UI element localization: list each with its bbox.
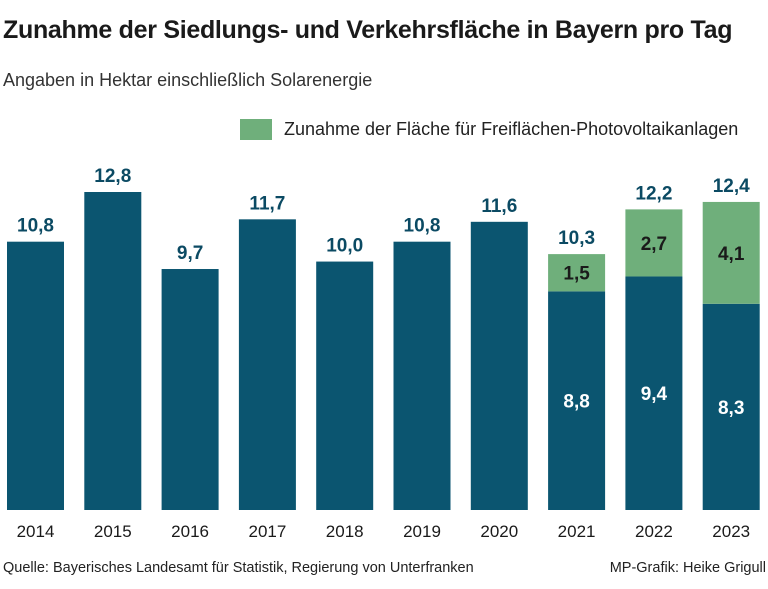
bar-2023-base bbox=[702, 303, 760, 510]
x-tick-label-2017: 2017 bbox=[248, 522, 286, 541]
x-tick-label-2022: 2022 bbox=[635, 522, 673, 541]
bar-2022-photovoltaik bbox=[625, 209, 683, 277]
solar-label-2022: 2,7 bbox=[641, 234, 667, 255]
total-label-2015: 12,8 bbox=[94, 166, 131, 187]
bar-2015-base bbox=[84, 192, 142, 510]
total-label-2023: 12,4 bbox=[713, 176, 750, 197]
bar-2020-base bbox=[470, 221, 528, 510]
total-label-2019: 10,8 bbox=[404, 216, 441, 237]
graphic-credit: MP-Grafik: Heike Grigull bbox=[609, 560, 766, 576]
total-label-2021: 10,3 bbox=[558, 228, 595, 249]
x-tick-label-2020: 2020 bbox=[480, 522, 518, 541]
bar-2014-base bbox=[7, 241, 64, 510]
x-tick-label-2016: 2016 bbox=[171, 522, 209, 541]
x-tick-label-2019: 2019 bbox=[403, 522, 441, 541]
legend-label-photovoltaik: Zunahme der Fläche für Freiflächen-Photo… bbox=[284, 119, 739, 139]
bar-2018-base bbox=[316, 261, 374, 510]
base-label-2022: 9,4 bbox=[641, 384, 668, 405]
legend: Zunahme der Fläche für Freiflächen-Photo… bbox=[240, 119, 738, 140]
total-label-2020: 11,6 bbox=[481, 196, 517, 217]
source-note: Quelle: Bayerisches Landesamt für Statis… bbox=[3, 560, 474, 576]
total-label-2016: 9,7 bbox=[177, 243, 203, 264]
base-label-2021: 8,8 bbox=[563, 392, 589, 413]
solar-label-2021: 1,5 bbox=[563, 264, 590, 285]
chart-subtitle: Angaben in Hektar einschließlich Solaren… bbox=[3, 70, 373, 90]
legend-swatch-photovoltaik bbox=[240, 119, 272, 140]
base-label-2023: 8,3 bbox=[718, 398, 744, 419]
bar-2021-photovoltaik bbox=[548, 254, 606, 292]
bar-2022-base bbox=[625, 276, 683, 510]
x-tick-label-2021: 2021 bbox=[558, 522, 596, 541]
total-label-2018: 10,0 bbox=[326, 236, 363, 257]
x-tick-label-2015: 2015 bbox=[94, 522, 132, 541]
bar-chart: 10,8 2014 12,8 2015 9,7 2016 11,7 2017 10,0 2018 1… bbox=[7, 166, 760, 541]
bar-2023-photovoltaik bbox=[702, 201, 760, 304]
total-label-2017: 11,7 bbox=[249, 193, 285, 214]
solar-label-2023: 4,1 bbox=[718, 244, 745, 265]
bar-2016-base bbox=[161, 269, 219, 510]
chart-title: Zunahme der Siedlungs- und Verkehrsfläch… bbox=[3, 16, 733, 44]
total-label-2022: 12,2 bbox=[635, 183, 672, 204]
bar-2021-base bbox=[548, 291, 606, 510]
x-tick-label-2023: 2023 bbox=[712, 522, 750, 541]
bar-2019-base bbox=[393, 241, 451, 510]
x-tick-label-2014: 2014 bbox=[17, 522, 55, 541]
total-label-2014: 10,8 bbox=[17, 216, 54, 237]
x-tick-label-2018: 2018 bbox=[326, 522, 364, 541]
bar-2017-base bbox=[238, 219, 296, 510]
